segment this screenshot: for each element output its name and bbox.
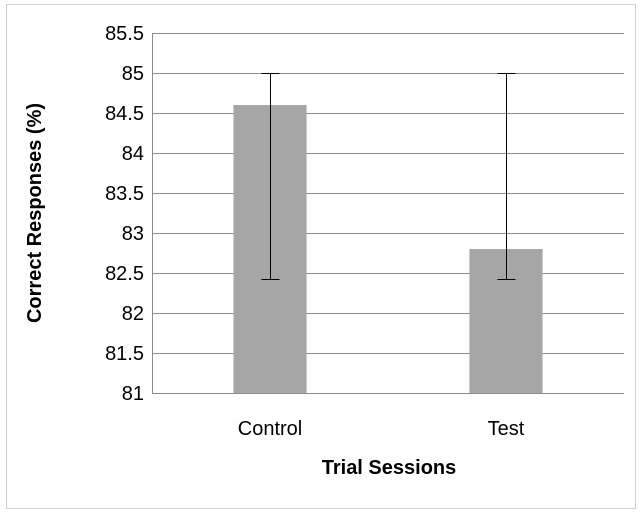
axes (152, 33, 624, 394)
y-tick-label: 82 (122, 303, 144, 325)
y-tick-label: 84 (122, 143, 144, 165)
y-tick-label: 83 (122, 223, 144, 245)
gridlines (152, 33, 624, 354)
error-bars (261, 73, 516, 280)
y-axis-title: Correct Responses (%) (24, 103, 46, 323)
x-axis-title: Trial Sessions (322, 457, 457, 479)
y-tick-label: 83.5 (105, 183, 144, 205)
y-tick-label: 81 (122, 383, 144, 405)
y-tick-label: 82.5 (105, 263, 144, 285)
y-tick-label: 84.5 (105, 103, 144, 125)
x-tick-labels: Control Test (238, 418, 525, 440)
y-tick-label: 85 (122, 63, 144, 85)
y-tick-label: 85.5 (105, 23, 144, 45)
x-tick-label: Control (238, 418, 302, 440)
bars (233, 105, 543, 393)
x-tick-label: Test (488, 418, 525, 440)
y-tick-label: 81.5 (105, 343, 144, 365)
y-tick-labels: 81 81.5 82 82.5 83 83.5 84 84.5 85 85.5 (105, 23, 144, 405)
